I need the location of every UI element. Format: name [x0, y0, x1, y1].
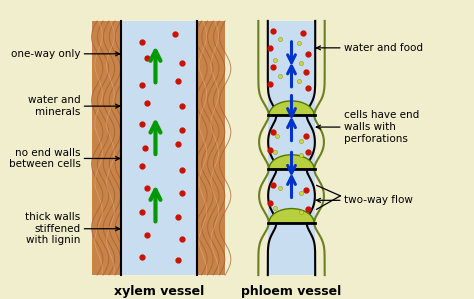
Text: phloem vessel: phloem vessel: [241, 285, 342, 298]
Bar: [121, 21, 197, 275]
Text: water and food: water and food: [344, 43, 423, 53]
Text: one-way only: one-way only: [11, 49, 81, 59]
Text: water and
minerals: water and minerals: [28, 95, 81, 117]
Text: xylem vessel: xylem vessel: [114, 285, 204, 298]
Wedge shape: [269, 155, 314, 169]
Text: no end walls
between cells: no end walls between cells: [9, 148, 81, 169]
Text: two-way flow: two-way flow: [344, 195, 412, 205]
Bar: [268, 21, 315, 275]
Wedge shape: [269, 209, 314, 223]
Text: cells have end
walls with
perforations: cells have end walls with perforations: [344, 110, 419, 144]
Wedge shape: [269, 101, 314, 115]
Bar: [197, 21, 225, 275]
Text: thick walls
stiffened
with lignin: thick walls stiffened with lignin: [25, 212, 81, 245]
Bar: [92, 21, 121, 275]
